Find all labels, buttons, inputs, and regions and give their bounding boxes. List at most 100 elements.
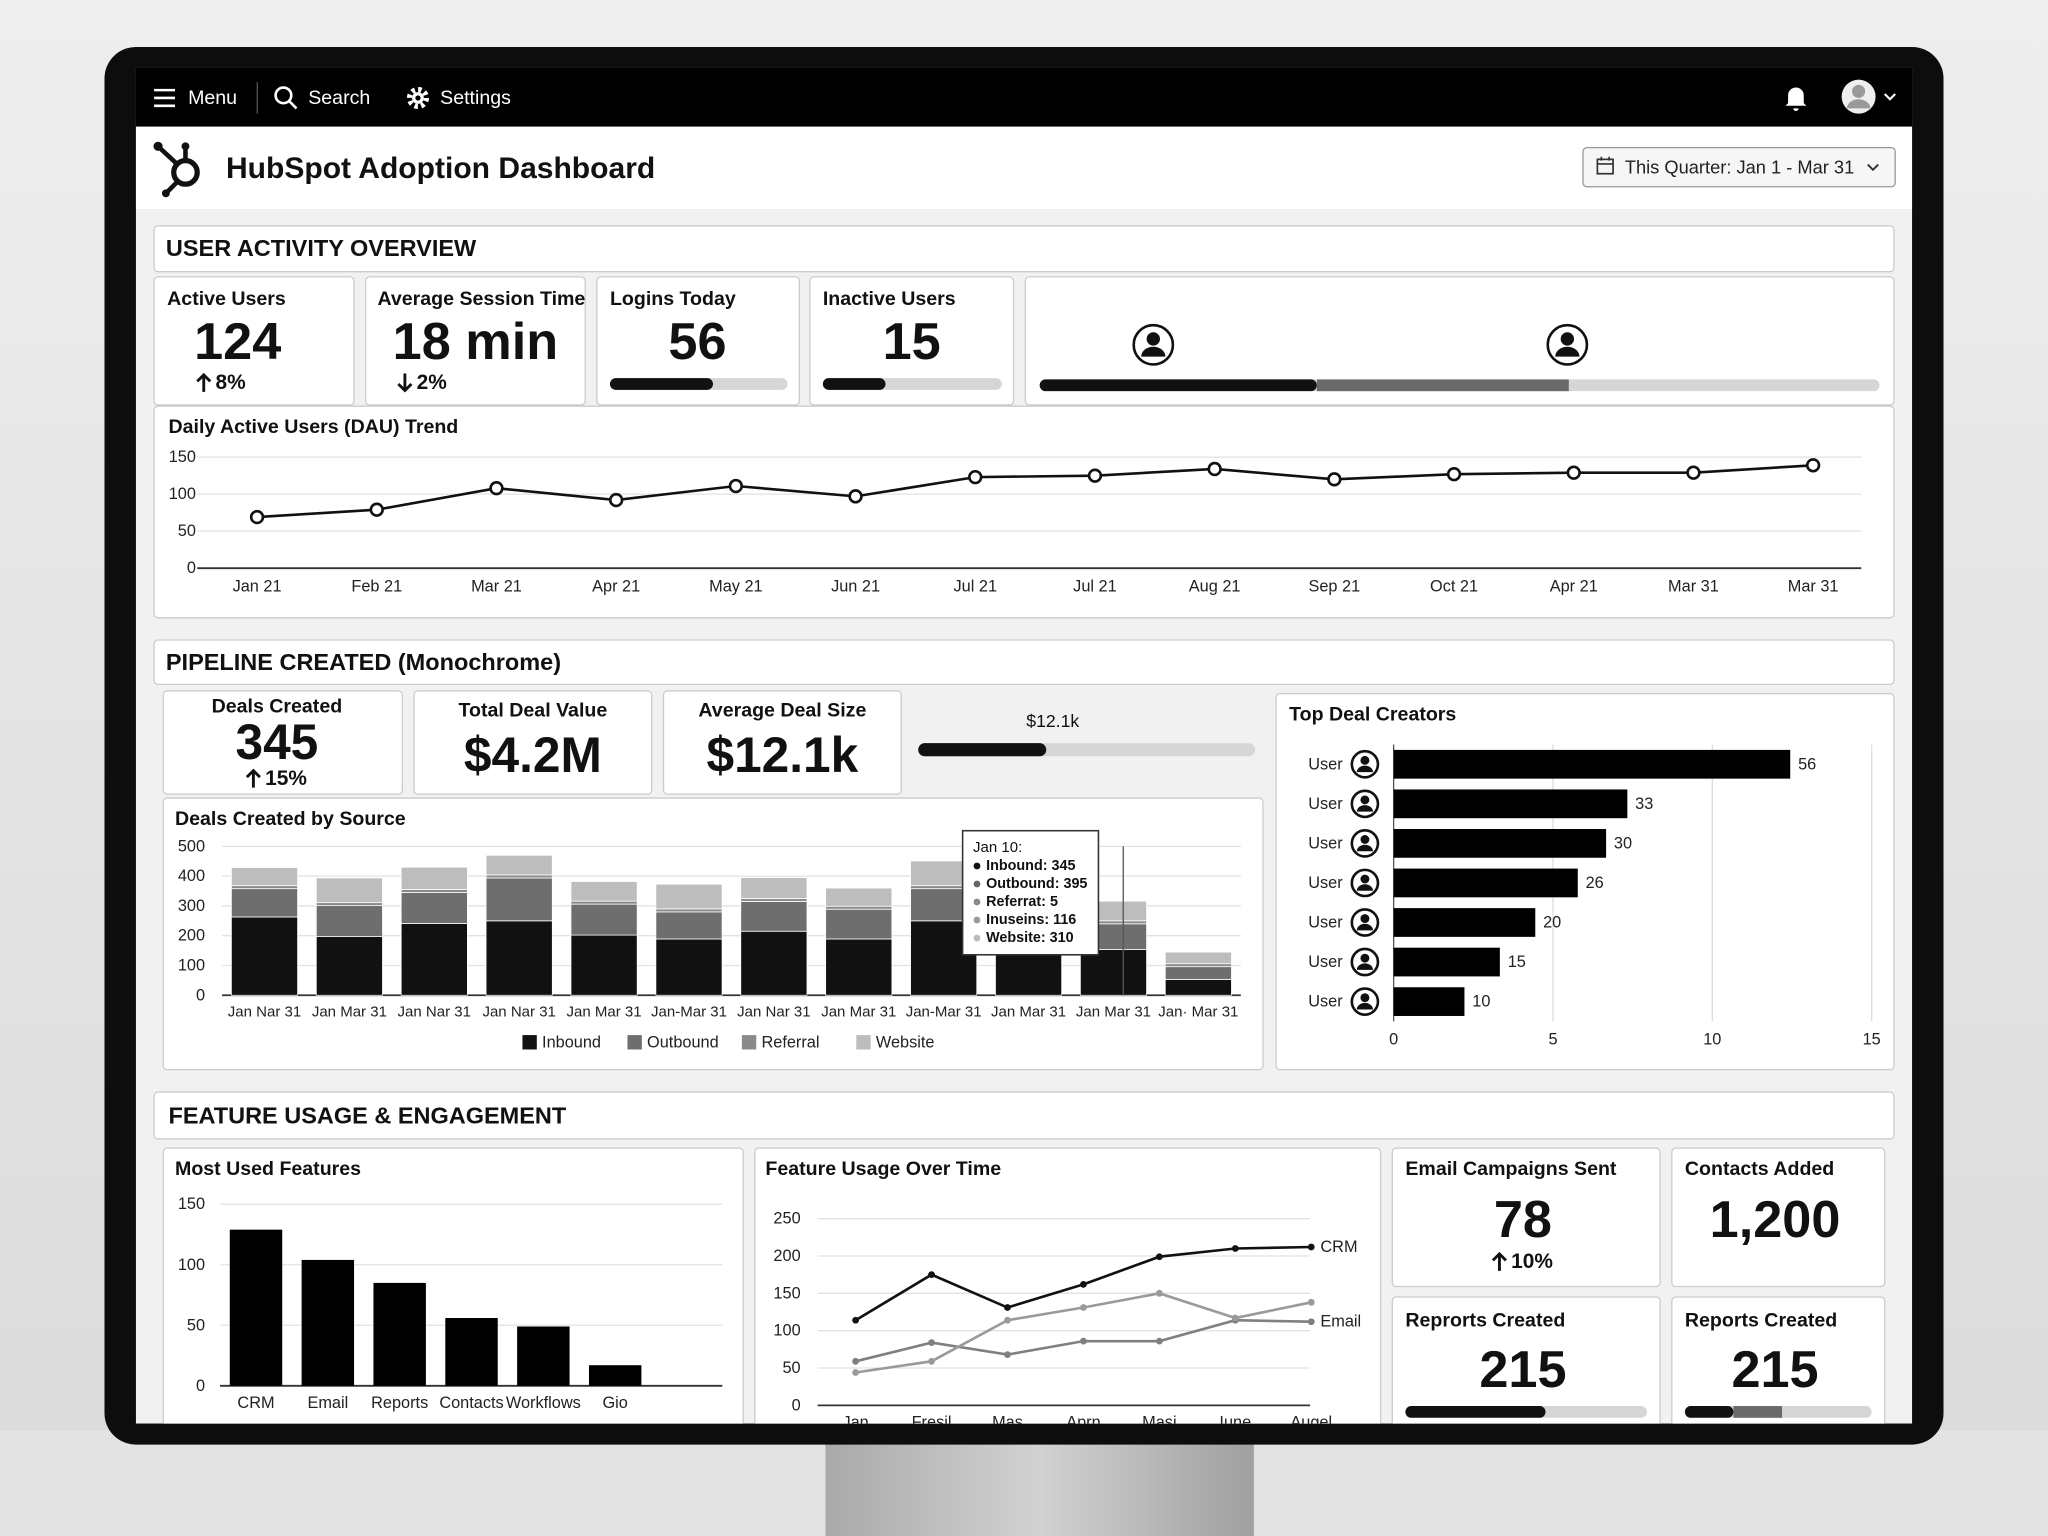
chart-title: Daily Active Users (DAU) Trend: [168, 416, 458, 438]
date-range-picker[interactable]: This Quarter: Jan 1 - Mar 31: [1582, 146, 1896, 188]
change-arrow: [1491, 1251, 1507, 1271]
kpi-value: $12.1k: [706, 727, 858, 783]
kpi-label: Reprorts Created: [1405, 1309, 1565, 1331]
bar-segment: [485, 854, 553, 876]
x-tick-label: Masi: [1142, 1413, 1176, 1431]
chart-title: Most Used Features: [175, 1158, 361, 1180]
bar-segment: [655, 938, 723, 996]
data-point: [1155, 1289, 1163, 1297]
x-tick-label: Apr 21: [592, 577, 640, 595]
date-range-box[interactable]: [1582, 146, 1896, 188]
data-point: [1004, 1316, 1011, 1324]
data-point: [1307, 1243, 1315, 1251]
profile-menu[interactable]: [1841, 79, 1896, 114]
x-tick-label: Jan Mar 31: [821, 1004, 896, 1021]
user-icon-body: [1555, 346, 1580, 357]
y-tick-label: User: [1308, 874, 1343, 892]
bar-segment: [400, 892, 468, 924]
legend-label: Website: [876, 1033, 935, 1051]
kpi-label: Active Users: [167, 288, 286, 310]
legend-label: Inbound: [542, 1033, 601, 1051]
kpi-value: 78: [1494, 1191, 1552, 1249]
kpi-label: Reports Created: [1685, 1309, 1837, 1331]
user-icon-body: [1356, 765, 1373, 773]
y-tick-label: 50: [187, 1316, 205, 1334]
x-tick-label: 15: [1863, 1031, 1881, 1049]
x-tick-label: Jan Nar 31: [398, 1004, 471, 1021]
hubspot-logo: [153, 141, 200, 198]
data-point: [1155, 1337, 1163, 1345]
series-label: CRM: [1320, 1238, 1357, 1256]
legend-swatch: [627, 1035, 642, 1050]
data-label: 10: [1472, 993, 1490, 1011]
y-tick-label: 200: [178, 927, 205, 945]
bar-segment: [740, 930, 808, 996]
progress-segment: [609, 378, 713, 390]
x-tick-label: Workflows: [506, 1394, 581, 1412]
search-button[interactable]: Search: [274, 86, 371, 110]
user-icon-head: [1360, 914, 1370, 924]
menu-label[interactable]: Menu: [188, 87, 237, 109]
kpi-value: 215: [1479, 1341, 1566, 1399]
data-point: [1004, 1351, 1011, 1358]
data-label: 56: [1798, 755, 1816, 773]
data-point: [728, 478, 744, 494]
calendar-icon: [1596, 158, 1614, 175]
bar-segment: [825, 938, 893, 996]
data-point: [928, 1339, 935, 1347]
search-label[interactable]: Search: [308, 87, 370, 109]
menu-button[interactable]: Menu: [154, 87, 237, 109]
bar-segment: [1164, 966, 1232, 980]
bar-segment: [740, 877, 808, 899]
x-tick-label: Reports: [371, 1394, 428, 1412]
bar: [1393, 868, 1578, 898]
kpi-label: Total Deal Value: [459, 700, 608, 722]
bar-segment: [570, 934, 638, 996]
avatar-head: [1852, 84, 1866, 98]
x-tick-label: Oct 21: [1430, 577, 1478, 595]
data-point: [1207, 461, 1222, 477]
legend-swatch: [522, 1035, 537, 1050]
kpi-value: 15: [883, 313, 941, 371]
monitor-stand: [825, 1434, 1254, 1536]
bar: [517, 1326, 570, 1386]
section-title: FEATURE USAGE & ENGAGEMENT: [168, 1102, 566, 1128]
date-range-label[interactable]: This Quarter: Jan 1 - Mar 31: [1625, 157, 1854, 178]
chart-title: Top Deal Creators: [1289, 703, 1456, 725]
x-tick-label: Mar 21: [471, 577, 522, 595]
data-point: [848, 489, 863, 504]
x-tick-label: Jan Mar 31: [312, 1004, 387, 1021]
x-tick-label: Jan 21: [233, 577, 282, 595]
tooltip-line: Inuseins: 116: [986, 912, 1076, 928]
date-chevron: [1867, 163, 1879, 172]
progress-segment: [918, 743, 1047, 757]
x-tick-label: Jan Mar 31: [1076, 1004, 1151, 1021]
bar-segment: [230, 916, 298, 996]
progress-segment: [1733, 1406, 1783, 1418]
y-tick-label: 400: [178, 867, 205, 885]
y-tick-label: 100: [178, 956, 205, 974]
y-tick-label: 0: [196, 986, 205, 1004]
tooltip-line: Referrat: 5: [986, 894, 1058, 910]
data-point: [1566, 465, 1581, 480]
user-icon-body: [1356, 844, 1373, 852]
section-title: PIPELINE CREATED (Monochrome): [166, 649, 561, 675]
user-icon-head: [1560, 332, 1575, 346]
settings-button[interactable]: Settings: [406, 86, 511, 110]
avatar-body: [1846, 99, 1871, 109]
bar-segment: [570, 900, 638, 905]
notification-bell[interactable]: [1785, 87, 1807, 112]
logo-node: [153, 141, 163, 151]
logo-node: [181, 142, 190, 151]
bar-segment: [315, 905, 383, 937]
settings-label[interactable]: Settings: [440, 87, 511, 109]
bar: [1393, 908, 1536, 937]
x-tick-label: Gio: [602, 1394, 627, 1412]
x-tick-label: Jul 21: [953, 577, 997, 595]
data-point: [608, 492, 624, 508]
y-tick-label: 0: [187, 559, 196, 577]
y-tick-label: User: [1308, 834, 1343, 852]
bar-segment: [485, 874, 553, 879]
data-label: 30: [1614, 834, 1632, 852]
bar: [373, 1282, 426, 1386]
